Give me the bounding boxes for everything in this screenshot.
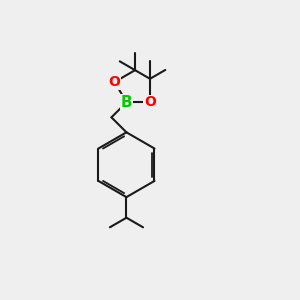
Text: O: O (144, 95, 156, 110)
Text: O: O (109, 75, 121, 89)
Text: B: B (121, 95, 132, 110)
